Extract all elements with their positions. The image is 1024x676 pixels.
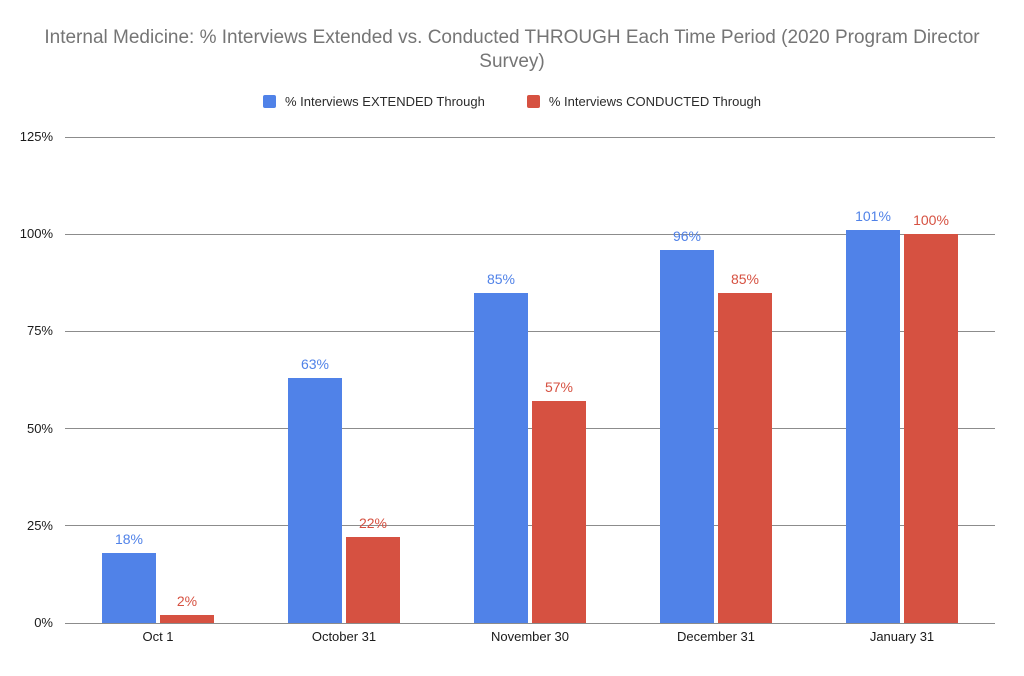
value-label-conducted-november-30: 57% (544, 379, 574, 396)
x-axis-label-december-31: December 31 (676, 629, 756, 644)
y-axis-labels: 0% 25% 50% 75% 100% 125% (0, 129, 57, 630)
y-tick-label: 125% (19, 129, 53, 144)
bar-extended-december-31 (660, 249, 714, 623)
value-label-extended-january-31: 101% (855, 208, 891, 225)
legend: % Interviews EXTENDED Through % Interview… (0, 94, 1024, 109)
bar-conducted-january-31 (904, 234, 958, 623)
x-axis-label-november-30: November 30 (490, 629, 570, 644)
y-tick-label: 50% (26, 420, 53, 436)
chart-title: Internal Medicine: % Interviews Extended… (44, 27, 980, 72)
x-axis-label-january-31: January 31 (869, 629, 935, 644)
value-label-extended-october-31: 63% (300, 356, 330, 373)
gridline-125% (65, 136, 995, 138)
legend-item-conducted: % Interviews CONDUCTED Through (526, 94, 762, 109)
y-tick-label: 25% (26, 517, 53, 533)
value-label-conducted-oct-1: 2% (176, 593, 198, 610)
y-tick-label: 75% (26, 323, 53, 339)
legend-swatch-icon (526, 95, 540, 108)
x-axis-label-october-31: October 31 (311, 629, 377, 644)
plot-area: 18% 2% Oct 1 63% 22% October 31 85% 57% November… (65, 136, 995, 644)
value-label-extended-december-31: 96% (672, 227, 702, 244)
x-axis-label-oct-1: Oct 1 (142, 629, 174, 644)
gridline-25% (65, 525, 995, 527)
bar-extended-january-31 (846, 230, 900, 623)
y-tick-label: 100% (19, 226, 53, 242)
value-label-conducted-october-31: 22% (358, 515, 388, 532)
legend-item-label: % Interviews EXTENDED Through (284, 94, 485, 109)
gridline-0% (65, 622, 995, 624)
gridline-100% (65, 233, 995, 235)
y-tick-label: 0% (34, 615, 53, 630)
legend-swatch-icon (262, 95, 276, 108)
value-label-conducted-december-31: 85% (730, 270, 760, 287)
bar-conducted-oct-1 (160, 615, 214, 623)
value-label-extended-oct-1: 18% (114, 531, 144, 548)
legend-item-extended: % Interviews EXTENDED Through (262, 94, 485, 109)
bar-conducted-december-31 (718, 292, 772, 623)
bar-extended-november-30 (474, 292, 528, 623)
bar-conducted-october-31 (346, 537, 400, 623)
bar-conducted-november-30 (532, 401, 586, 623)
legend-item-label: % Interviews CONDUCTED Through (548, 94, 762, 109)
value-label-conducted-january-31: 100% (913, 212, 949, 229)
gridline-75% (65, 330, 995, 332)
bar-extended-oct-1 (102, 553, 156, 623)
bar-extended-october-31 (288, 378, 342, 623)
value-label-extended-november-30: 85% (486, 270, 516, 287)
gridline-50% (65, 428, 995, 430)
